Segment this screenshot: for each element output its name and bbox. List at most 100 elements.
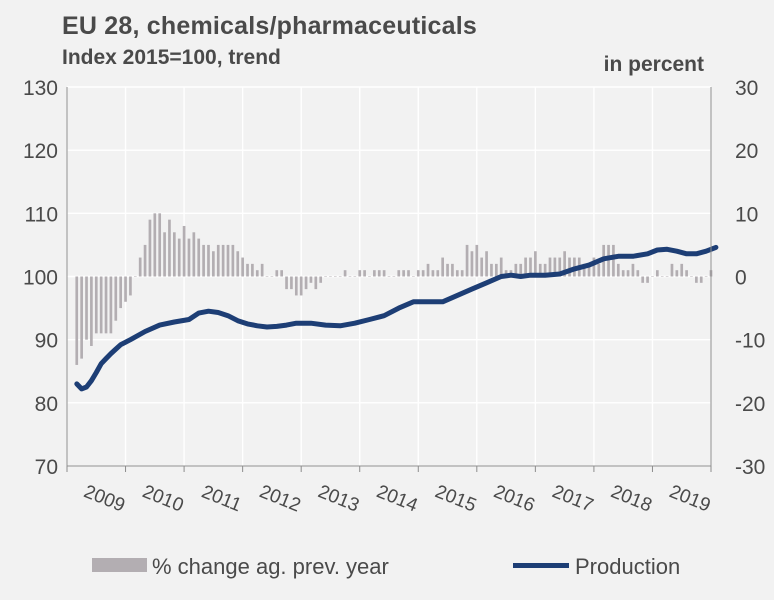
bar: [226, 244, 230, 277]
bar: [548, 257, 552, 277]
bar: [563, 251, 566, 277]
x-tick-label: 2017: [549, 481, 596, 516]
bar: [412, 276, 415, 277]
bar: [143, 244, 147, 277]
bar: [426, 263, 430, 277]
bar: [587, 263, 591, 277]
bar: [158, 213, 162, 277]
right-tick-label: 20: [735, 140, 758, 163]
bar: [99, 276, 103, 334]
bar: [690, 276, 693, 277]
left-tick-label: 70: [35, 456, 58, 479]
bar: [329, 276, 332, 277]
bar: [168, 219, 171, 277]
bar: [607, 244, 610, 277]
x-tick-label: 2016: [491, 481, 538, 516]
bar: [436, 270, 440, 277]
legend-bar-swatch: [92, 558, 147, 572]
bar: [138, 257, 142, 277]
production-line: [74, 244, 719, 392]
bar: [294, 276, 298, 296]
bar: [675, 270, 679, 277]
bar: [646, 276, 649, 283]
bar: [665, 276, 669, 277]
left-tick-label: 130: [23, 77, 58, 100]
x-tick-label: 2019: [666, 481, 713, 516]
legend-line-label: Production: [575, 554, 681, 579]
bar: [441, 257, 445, 277]
bar: [246, 263, 249, 277]
bar: [309, 276, 313, 283]
legend: % change ag. prev. year Production: [0, 552, 774, 582]
bar: [626, 270, 630, 277]
bar: [699, 276, 703, 283]
bar: [353, 276, 357, 277]
bar: [446, 263, 449, 277]
x-tick-label: 2015: [432, 481, 479, 516]
x-tick-label: 2014: [374, 481, 421, 516]
right-tick-label: 10: [735, 203, 758, 226]
bar: [612, 244, 615, 277]
bar: [285, 276, 288, 290]
bar: [104, 276, 108, 334]
bar: [543, 263, 547, 277]
bar: [280, 270, 284, 277]
bar: [455, 270, 459, 277]
bar: [475, 244, 479, 277]
bar: [514, 263, 518, 277]
x-tick-label: 2011: [199, 482, 245, 517]
bar: [348, 276, 352, 277]
bar: [202, 244, 205, 277]
bar: [529, 257, 532, 277]
bar: [358, 270, 362, 277]
bar: [363, 270, 366, 277]
bar: [631, 263, 635, 277]
bar: [460, 270, 464, 277]
bar: [236, 251, 240, 277]
axes: [66, 87, 712, 472]
x-tick-label: 2012: [256, 481, 303, 516]
bar: [338, 276, 342, 277]
bar: [212, 251, 215, 277]
bar: [343, 270, 347, 277]
bar: [402, 270, 405, 277]
bar: [148, 219, 152, 277]
bar: [397, 270, 401, 277]
bar: [275, 270, 279, 277]
right-tick-label: 30: [735, 77, 758, 100]
bar: [641, 276, 645, 283]
left-tick-label: 80: [35, 393, 58, 416]
left-tick-label: 110: [25, 203, 58, 226]
bar: [470, 251, 474, 277]
bar: [421, 270, 425, 277]
bar: [109, 276, 113, 334]
x-tick-label: 2009: [81, 481, 128, 516]
bar: [534, 251, 537, 277]
bar: [558, 257, 562, 277]
bar: [695, 276, 698, 283]
right-tick-label: 0: [735, 267, 747, 290]
bar: [231, 244, 235, 277]
legend-line-swatch: [513, 563, 569, 568]
bar: [216, 244, 220, 277]
bar: [319, 276, 323, 283]
bar: [382, 270, 386, 277]
bar: [621, 270, 625, 277]
bar: [377, 270, 381, 277]
right-axis-unit: in percent: [603, 53, 704, 76]
line-series: [74, 244, 719, 392]
bar: [480, 257, 484, 277]
bar: [704, 276, 708, 277]
left-tick-label: 90: [35, 330, 58, 353]
bar: [582, 263, 586, 277]
bar: [324, 276, 327, 277]
right-tick-label: -10: [735, 330, 765, 353]
bar: [553, 257, 557, 277]
bar: [153, 213, 157, 277]
bar: [616, 263, 620, 277]
bar: [187, 238, 191, 277]
bar: [407, 270, 410, 277]
bar: [524, 257, 527, 277]
bar: [85, 276, 88, 340]
